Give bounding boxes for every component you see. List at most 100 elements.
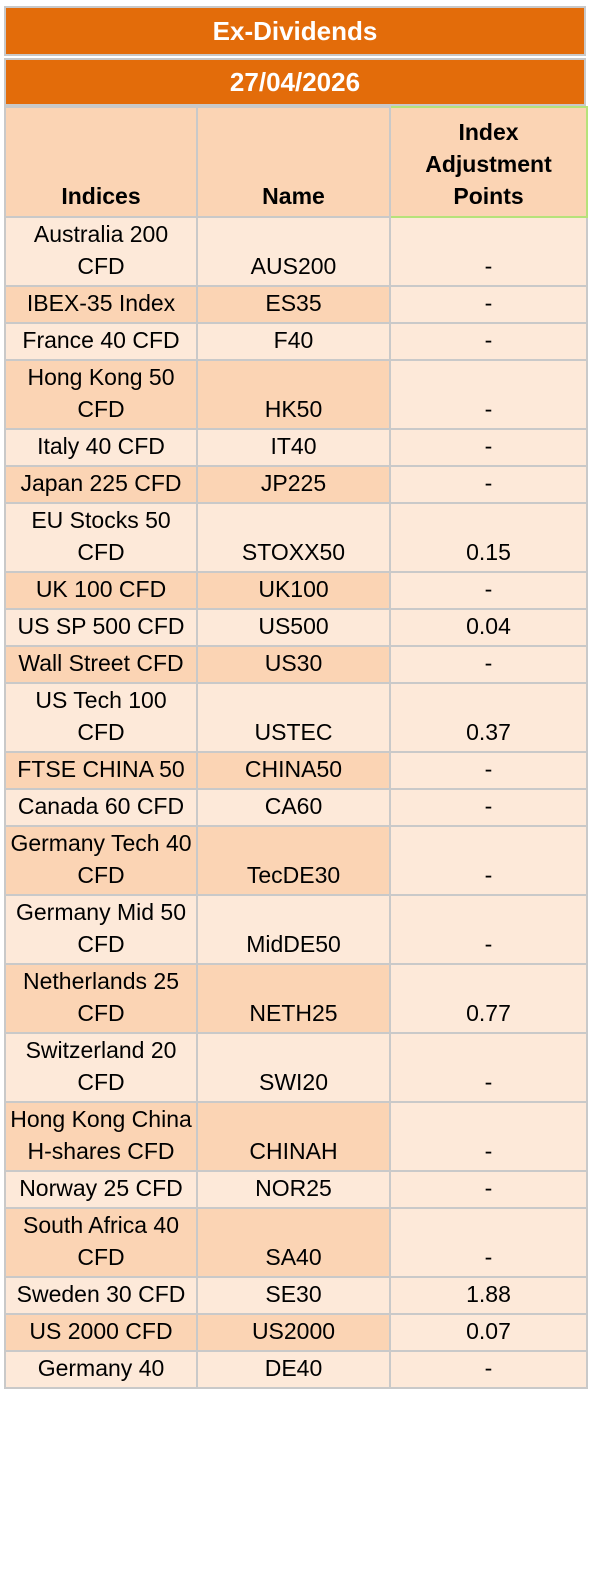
cell-index: Hong Kong 50 CFD	[4, 359, 198, 430]
cell-name: F40	[196, 322, 391, 361]
cell-adjustment: -	[389, 894, 588, 965]
table-row: South Africa 40 CFD SA40-	[4, 1207, 588, 1278]
table-row: Norway 25 CFD NOR25-	[4, 1170, 588, 1209]
cell-index: EU Stocks 50 CFD	[4, 502, 198, 573]
cell-name: US500	[196, 608, 391, 647]
table-row: Australia 200 CFD AUS200-	[4, 216, 588, 287]
cell-index: Italy 40 CFD	[4, 428, 198, 467]
cell-index: France 40 CFD	[4, 322, 198, 361]
cell-name: HK50	[196, 359, 391, 430]
cell-index: Switzerland 20 CFD	[4, 1032, 198, 1103]
cell-index: Wall Street CFD	[4, 645, 198, 684]
cell-name: US2000	[196, 1313, 391, 1352]
cell-index: FTSE CHINA 50	[4, 751, 198, 790]
cell-name: TecDE30	[196, 825, 391, 896]
cell-adjustment: -	[389, 285, 588, 324]
cell-name: SE30	[196, 1276, 391, 1315]
column-header-indices: Indices	[4, 106, 198, 218]
cell-adjustment: -	[389, 1350, 588, 1389]
cell-name: MidDE50	[196, 894, 391, 965]
cell-name: CA60	[196, 788, 391, 827]
cell-index: Norway 25 CFD	[4, 1170, 198, 1209]
cell-adjustment: -	[389, 465, 588, 504]
cell-adjustment: -	[389, 825, 588, 896]
cell-index: US SP 500 CFD	[4, 608, 198, 647]
table-row: Netherlands 25 CFD NETH25 0.77	[4, 963, 588, 1034]
table-row: US 2000 CFD US2000 0.07	[4, 1313, 588, 1352]
cell-index: IBEX-35 Index	[4, 285, 198, 324]
cell-adjustment: -	[389, 1207, 588, 1278]
cell-adjustment: -	[389, 216, 588, 287]
cell-index: UK 100 CFD	[4, 571, 198, 610]
cell-adjustment: 0.07	[389, 1313, 588, 1352]
table-header-row: Indices Name Index Adjustment Points	[4, 106, 588, 218]
table-row: Switzerland 20 CFD SWI20-	[4, 1032, 588, 1103]
table-body: Australia 200 CFD AUS200- IBEX-35 Index ES3…	[4, 216, 588, 1389]
table-row: France 40 CFD F40-	[4, 322, 588, 361]
table-row: US Tech 100 CFD USTEC 0.37	[4, 682, 588, 753]
cell-adjustment: -	[389, 751, 588, 790]
table-row: Germany Mid 50 CFD MidDE50-	[4, 894, 588, 965]
table-row: Germany 40 DE40-	[4, 1350, 588, 1389]
cell-name: ES35	[196, 285, 391, 324]
cell-name: JP225	[196, 465, 391, 504]
cell-index: Germany Mid 50 CFD	[4, 894, 198, 965]
cell-name: IT40	[196, 428, 391, 467]
table-row: UK 100 CFD UK100-	[4, 571, 588, 610]
table-row: Wall Street CFD US30-	[4, 645, 588, 684]
cell-name: UK100	[196, 571, 391, 610]
cell-adjustment: -	[389, 571, 588, 610]
cell-name: DE40	[196, 1350, 391, 1389]
cell-index: Germany Tech 40 CFD	[4, 825, 198, 896]
table-row: Sweden 30 CFD SE30 1.88	[4, 1276, 588, 1315]
ex-dividends-sheet: Ex-Dividends 27/04/2026 Indices Name Ind…	[4, 6, 588, 1389]
column-header-name: Name	[196, 106, 391, 218]
table-row: IBEX-35 Index ES35-	[4, 285, 588, 324]
cell-adjustment: -	[389, 788, 588, 827]
table-row: US SP 500 CFD US500 0.04	[4, 608, 588, 647]
cell-name: CHINAH	[196, 1101, 391, 1172]
cell-index: Hong Kong China H-shares CFD	[4, 1101, 198, 1172]
table-row: Canada 60 CFD CA60-	[4, 788, 588, 827]
table-row: FTSE CHINA 50 CHINA50-	[4, 751, 588, 790]
cell-adjustment: 0.37	[389, 682, 588, 753]
cell-adjustment: -	[389, 1170, 588, 1209]
cell-name: NETH25	[196, 963, 391, 1034]
cell-adjustment: -	[389, 645, 588, 684]
cell-name: CHINA50	[196, 751, 391, 790]
cell-index: US 2000 CFD	[4, 1313, 198, 1352]
table-row: EU Stocks 50 CFD STOXX50 0.15	[4, 502, 588, 573]
cell-adjustment: 0.15	[389, 502, 588, 573]
cell-index: Canada 60 CFD	[4, 788, 198, 827]
cell-adjustment: 1.88	[389, 1276, 588, 1315]
table-row: Hong Kong 50 CFD HK50-	[4, 359, 588, 430]
cell-name: USTEC	[196, 682, 391, 753]
sheet-title: Ex-Dividends	[4, 6, 586, 56]
cell-adjustment: 0.77	[389, 963, 588, 1034]
cell-index: Japan 225 CFD	[4, 465, 198, 504]
cell-name: NOR25	[196, 1170, 391, 1209]
cell-name: US30	[196, 645, 391, 684]
table-row: Italy 40 CFD IT40-	[4, 428, 588, 467]
cell-adjustment: -	[389, 359, 588, 430]
table-row: Japan 225 CFD JP225-	[4, 465, 588, 504]
cell-adjustment: -	[389, 1032, 588, 1103]
cell-name: SWI20	[196, 1032, 391, 1103]
sheet-date: 27/04/2026	[4, 58, 586, 106]
cell-index: South Africa 40 CFD	[4, 1207, 198, 1278]
column-header-adjustment: Index Adjustment Points	[389, 106, 588, 218]
table-row: Hong Kong China H-shares CFD CHINAH -	[4, 1101, 588, 1172]
cell-index: Sweden 30 CFD	[4, 1276, 198, 1315]
cell-adjustment: 0.04	[389, 608, 588, 647]
cell-index: Australia 200 CFD	[4, 216, 198, 287]
cell-index: Germany 40	[4, 1350, 198, 1389]
cell-adjustment: -	[389, 1101, 588, 1172]
cell-name: AUS200	[196, 216, 391, 287]
cell-index: Netherlands 25 CFD	[4, 963, 198, 1034]
cell-index: US Tech 100 CFD	[4, 682, 198, 753]
cell-name: STOXX50	[196, 502, 391, 573]
ex-dividends-table: Indices Name Index Adjustment Points Aus…	[4, 106, 588, 1389]
cell-name: SA40	[196, 1207, 391, 1278]
cell-adjustment: -	[389, 322, 588, 361]
table-row: Germany Tech 40 CFD TecDE30-	[4, 825, 588, 896]
